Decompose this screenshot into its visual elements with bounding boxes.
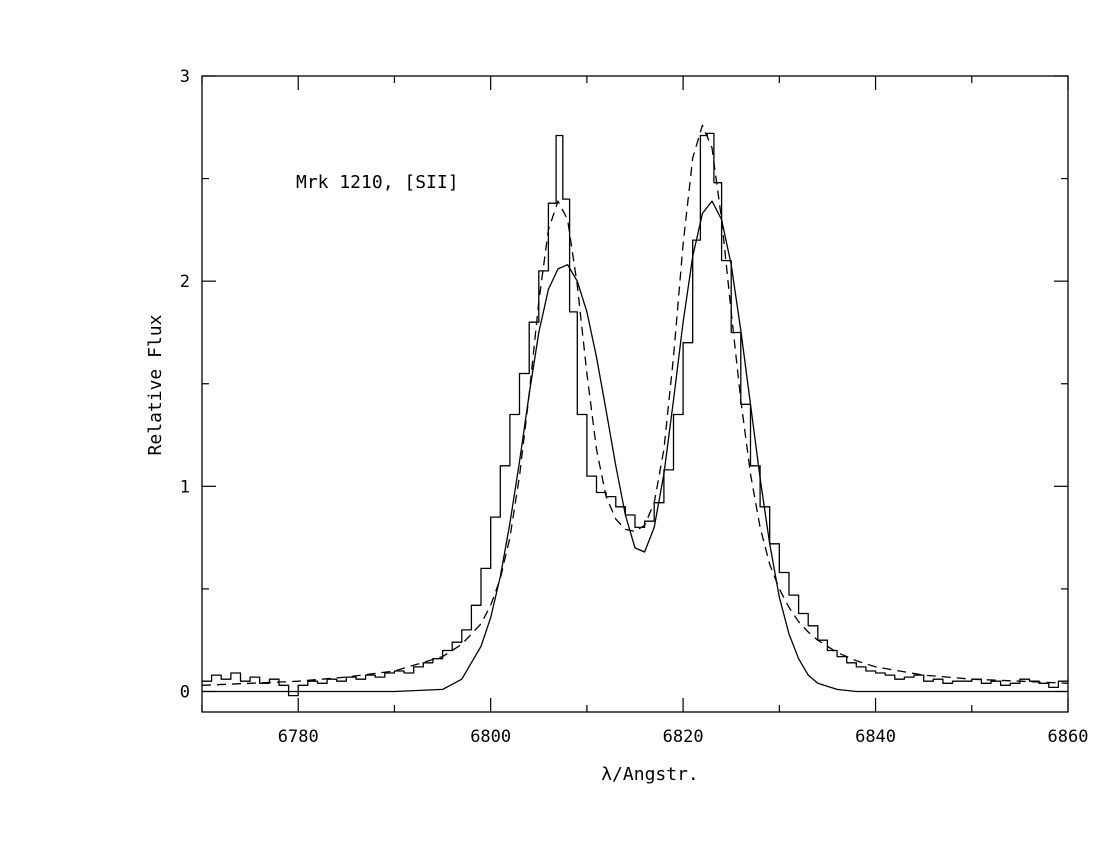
y-tick-label: 0 xyxy=(180,682,190,702)
annotation-label: Mrk 1210, [SII] xyxy=(296,172,459,193)
plot-frame xyxy=(201,75,1069,713)
y-tick-label: 1 xyxy=(180,477,190,497)
x-tick-label: 6820 xyxy=(663,727,704,747)
series-group xyxy=(201,124,1069,697)
y-tick-label: 3 xyxy=(180,67,190,87)
x-tick-label: 6840 xyxy=(855,727,896,747)
x-tick-label: 6800 xyxy=(470,727,511,747)
x-tick-label: 6780 xyxy=(278,727,319,747)
dashed-fit-line xyxy=(201,124,1069,686)
x-tick-label: 6860 xyxy=(1048,727,1089,747)
y-tick-label: 2 xyxy=(180,272,190,292)
y-tick-labels: 0 1 2 3 xyxy=(180,67,190,702)
y-axis-label: Relative Flux xyxy=(145,314,166,455)
x-tick-labels: 6780 6800 6820 6840 6860 xyxy=(278,727,1089,747)
x-axis-label: λ/Angstr. xyxy=(601,764,699,785)
solid-fit-line xyxy=(202,200,1068,693)
observed-spectrum-line xyxy=(202,132,1069,697)
